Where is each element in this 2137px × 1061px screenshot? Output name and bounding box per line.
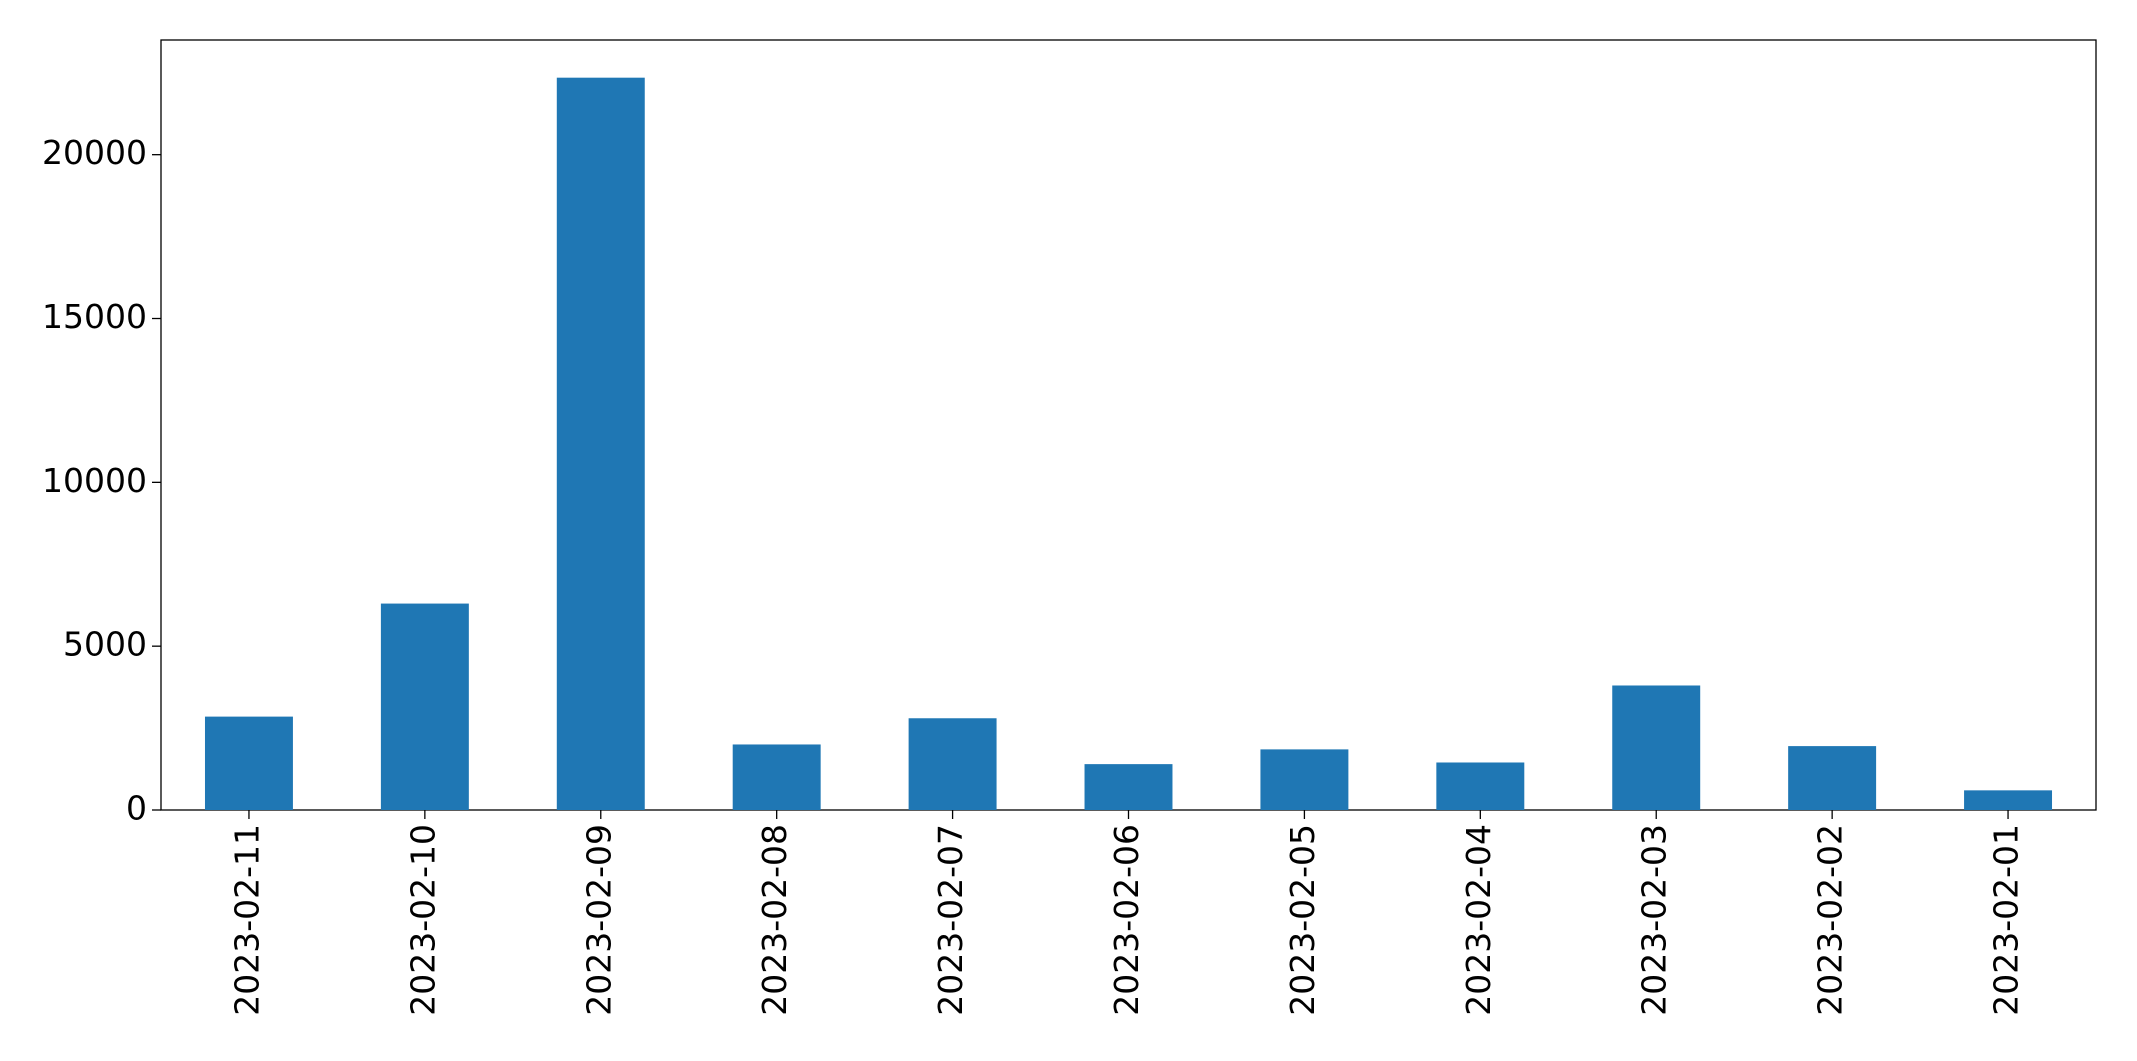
y-tick-label: 5000 — [63, 625, 147, 664]
y-tick-label: 20000 — [42, 133, 147, 172]
bar — [1084, 764, 1173, 810]
bar — [1788, 746, 1877, 810]
x-tick-label: 2023-02-07 — [931, 824, 970, 1016]
x-tick-label: 2023-02-03 — [1635, 824, 1674, 1016]
x-tick-label: 2023-02-09 — [579, 824, 618, 1016]
bar — [1436, 762, 1525, 810]
bar — [732, 744, 821, 810]
x-tick-label: 2023-02-04 — [1459, 824, 1498, 1016]
bar — [908, 718, 997, 810]
bar — [556, 77, 645, 811]
x-tick-label: 2023-02-10 — [403, 824, 442, 1016]
x-tick-label: 2023-02-06 — [1107, 824, 1146, 1016]
x-tick-label: 2023-02-02 — [1811, 824, 1850, 1016]
y-tick-label: 10000 — [42, 461, 147, 500]
y-tick-label: 15000 — [42, 297, 147, 336]
bar — [1612, 685, 1701, 810]
x-tick-label: 2023-02-05 — [1283, 824, 1322, 1016]
x-tick-label: 2023-02-11 — [227, 824, 266, 1016]
bar — [204, 716, 293, 810]
bar — [1260, 749, 1349, 810]
bar — [1964, 790, 2053, 810]
bar — [380, 603, 469, 810]
x-tick-label: 2023-02-01 — [1987, 824, 2026, 1016]
y-tick-label: 0 — [126, 789, 147, 828]
x-tick-label: 2023-02-08 — [755, 824, 794, 1016]
